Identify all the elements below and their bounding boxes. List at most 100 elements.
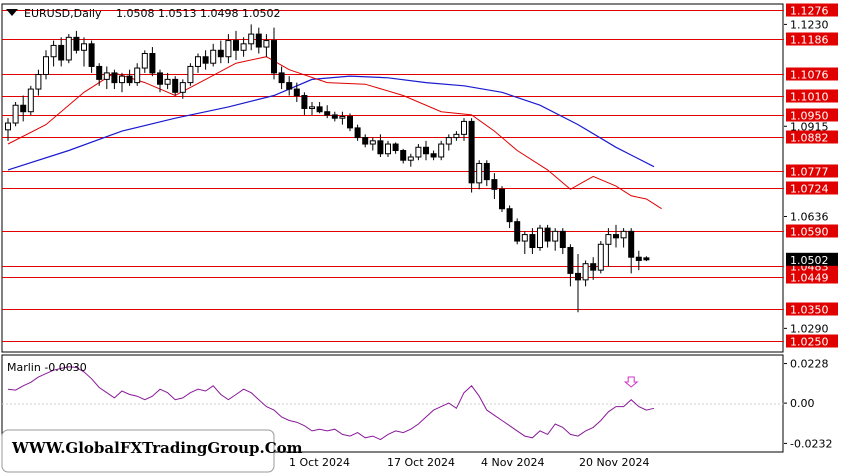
candle — [225, 34, 232, 64]
candle-body — [362, 137, 369, 145]
candle — [400, 148, 407, 164]
candle — [233, 30, 239, 60]
candle-body — [453, 133, 460, 139]
candle — [362, 134, 369, 148]
symbol-label: EURUSD,Daily — [24, 7, 102, 20]
candle-body — [552, 230, 559, 242]
candle-body — [58, 44, 65, 61]
candle-body — [506, 208, 513, 223]
price-tick-label: 1.1230 — [790, 18, 829, 31]
candle — [43, 50, 49, 80]
candle-body — [248, 33, 255, 45]
candle — [514, 218, 521, 245]
candle — [385, 140, 391, 157]
level-lines — [2, 10, 784, 342]
candle — [58, 37, 65, 67]
candle — [202, 50, 209, 70]
candle — [141, 50, 148, 73]
candle-body — [263, 40, 270, 48]
price-tick-label: 1.0636 — [790, 210, 829, 223]
candle-body — [514, 221, 521, 242]
candle-body — [544, 227, 551, 242]
candle-body — [271, 40, 277, 74]
candle-body — [27, 88, 34, 113]
level-label-bg — [786, 130, 838, 144]
candle-body — [35, 74, 42, 90]
candle — [301, 92, 308, 115]
candle-body — [529, 234, 536, 249]
level-label: 1.0950 — [790, 110, 829, 123]
candle-body — [316, 106, 323, 113]
candle — [134, 63, 141, 86]
candle-body — [202, 56, 209, 64]
candle — [293, 82, 300, 103]
oscillator-tick-label: 0.00 — [790, 397, 815, 410]
candle — [529, 228, 536, 254]
candle — [126, 69, 133, 86]
candle-body — [324, 111, 331, 116]
candle-body — [286, 82, 293, 90]
candle-body — [278, 72, 285, 84]
candle-body — [575, 272, 581, 281]
down-arrow-icon — [623, 376, 639, 388]
candle — [240, 37, 247, 57]
candle-body — [111, 72, 118, 84]
candle-body — [141, 53, 148, 69]
candle — [453, 131, 460, 141]
candle-body — [559, 230, 566, 249]
candle — [73, 30, 80, 54]
candle — [347, 113, 353, 132]
candle — [377, 134, 384, 157]
candle-body — [179, 82, 186, 93]
candle-body — [415, 146, 422, 158]
time-axis: 1 Oct 2024 17 Oct 2024 4 Nov 2024 20 Nov… — [289, 456, 649, 469]
candle — [483, 160, 490, 187]
candle — [103, 66, 110, 90]
price-tick-label: 1.0290 — [790, 322, 829, 335]
candle-body — [537, 227, 543, 249]
candle — [309, 102, 315, 115]
candle-body — [597, 243, 604, 271]
candle-body — [369, 140, 376, 145]
ohlc-readout: 1.0508 1.0513 1.0498 1.0502 — [116, 7, 280, 20]
candle — [613, 224, 619, 248]
candle — [263, 34, 270, 57]
candle — [210, 43, 217, 67]
candle — [339, 111, 346, 125]
candle — [407, 153, 414, 167]
candle-body — [521, 234, 528, 242]
candle-body — [172, 78, 179, 93]
candle-body — [582, 263, 589, 281]
x-tick-label: 4 Nov 2024 — [481, 456, 544, 469]
level-label: 1.0724 — [790, 183, 829, 196]
candle — [423, 140, 429, 161]
candle — [50, 40, 57, 67]
oscillator-series-line — [7, 366, 655, 441]
candle-body — [164, 78, 171, 85]
candle — [217, 40, 224, 64]
candle-body — [590, 263, 597, 271]
candle — [635, 250, 642, 271]
level-label: 1.1186 — [790, 34, 829, 47]
oscillator-pane: Marlin -0.0030 — [1, 354, 784, 453]
candle — [438, 140, 445, 161]
candle-body — [438, 143, 445, 158]
candle-body — [476, 162, 483, 184]
oscillator-tick-label: 0.0228 — [790, 358, 829, 371]
candle-body — [20, 104, 27, 113]
candle — [35, 69, 42, 96]
candle-body — [407, 156, 414, 161]
candle-body — [620, 230, 627, 239]
collapse-triangle-icon[interactable] — [6, 9, 18, 16]
candle-body — [50, 44, 57, 58]
candle-body — [5, 122, 11, 131]
candle — [255, 27, 262, 54]
candle — [111, 69, 118, 90]
level-label: 1.0590 — [790, 226, 829, 239]
level-label: 1.0449 — [790, 272, 829, 285]
candle — [354, 124, 361, 141]
level-label: 1.0882 — [790, 132, 829, 145]
candle — [567, 244, 574, 287]
candle — [12, 102, 19, 127]
level-label-bg — [786, 32, 838, 46]
